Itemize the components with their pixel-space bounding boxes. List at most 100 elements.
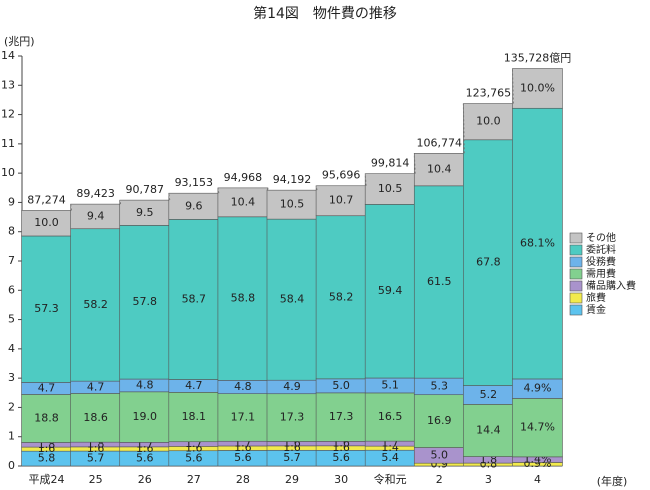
data-label: 5.2 xyxy=(480,388,498,401)
data-label: 59.4 xyxy=(378,284,403,297)
data-label: 10.5 xyxy=(378,182,403,195)
legend-swatch xyxy=(569,280,583,292)
bar-segment xyxy=(70,203,121,230)
y-tick-label: 1 xyxy=(8,430,15,443)
data-label: 5.7 xyxy=(87,452,105,465)
data-label: 18.1 xyxy=(182,410,207,423)
bar-segment xyxy=(463,139,514,386)
x-tick-label: 26 xyxy=(138,473,152,486)
connector xyxy=(217,187,220,194)
data-label: 58.7 xyxy=(182,292,207,305)
x-tick-label: 28 xyxy=(236,473,250,486)
data-label: 4.8 xyxy=(136,378,154,391)
bar-segment xyxy=(70,228,121,382)
legend-swatch xyxy=(569,268,583,280)
legend-label: 備品購入費 xyxy=(586,279,636,292)
data-label: 18.8 xyxy=(34,411,59,424)
y-tick-label: 8 xyxy=(8,225,15,238)
bar-segment xyxy=(266,393,318,442)
data-label: 18.6 xyxy=(83,411,108,424)
data-label: 67.8 xyxy=(476,256,501,269)
total-label: 106,774 xyxy=(417,136,463,149)
bar-segment xyxy=(364,204,416,379)
bar-segment xyxy=(119,391,171,443)
data-label: 58.2 xyxy=(83,298,108,311)
data-label: 17.1 xyxy=(231,410,256,423)
y-tick-label: 12 xyxy=(1,108,15,121)
connector xyxy=(315,185,318,191)
data-label: 5.8 xyxy=(38,452,56,465)
data-label: 10.0 xyxy=(34,216,59,229)
bar-segment xyxy=(168,392,220,443)
data-label: 10.0% xyxy=(520,81,555,94)
bar-segment xyxy=(21,394,72,443)
data-label: 5.0 xyxy=(332,379,350,392)
data-label: 57.3 xyxy=(34,302,59,315)
y-tick-label: 2 xyxy=(8,400,15,413)
bar-segment xyxy=(512,107,563,380)
data-label: 17.3 xyxy=(329,410,354,423)
total-label: 94,968 xyxy=(224,171,263,184)
x-tick-label: 27 xyxy=(187,473,201,486)
total-label: 94,192 xyxy=(273,173,312,186)
data-label: 19.0 xyxy=(132,410,157,423)
total-label: 123,765 xyxy=(466,87,512,100)
bar-segment xyxy=(315,215,367,380)
legend-swatch xyxy=(569,292,583,304)
y-tick-label: 7 xyxy=(8,254,15,267)
data-label: 58.2 xyxy=(329,290,354,303)
bar-segment xyxy=(266,218,318,381)
data-label: 10.7 xyxy=(329,194,354,207)
x-tick-label: 29 xyxy=(285,473,299,486)
connector xyxy=(462,103,465,154)
total-label: 90,787 xyxy=(125,183,164,196)
legend-label: 役務費 xyxy=(586,255,616,268)
y-tick-label: 5 xyxy=(8,313,15,326)
data-label: 10.5 xyxy=(280,198,305,211)
data-label: 68.1% xyxy=(520,237,555,250)
x-tick-label: 4 xyxy=(534,473,541,486)
bar-segment xyxy=(168,192,220,220)
x-tick-label: 平成24 xyxy=(29,473,65,486)
legend-swatch xyxy=(569,232,583,244)
data-label: 9.4 xyxy=(87,209,105,222)
data-label: 5.0 xyxy=(431,448,449,461)
y-tick-label: 13 xyxy=(1,78,15,91)
bar-segment xyxy=(413,153,465,187)
data-label: 5.6 xyxy=(332,451,350,464)
data-label: 4.7 xyxy=(38,381,56,394)
legend-label: 需用費 xyxy=(586,267,616,280)
bar-segment xyxy=(21,235,72,383)
bar-segment xyxy=(512,68,563,109)
data-label: 61.5 xyxy=(427,275,452,288)
legend-swatch xyxy=(569,304,583,316)
legend-swatch xyxy=(569,244,583,256)
y-tick-label: 11 xyxy=(1,137,15,150)
bar-segment xyxy=(21,210,72,237)
y-tick-label: 9 xyxy=(8,195,15,208)
data-label: 16.5 xyxy=(378,410,403,423)
connector xyxy=(70,204,73,211)
legend-label: 旅費 xyxy=(586,291,606,304)
bar-segment xyxy=(364,173,416,205)
data-label: 5.6 xyxy=(185,451,203,464)
data-label: 5.1 xyxy=(381,378,399,391)
legend-label: 委託料 xyxy=(586,243,616,256)
connector xyxy=(168,193,171,201)
y-tick-label: 10 xyxy=(1,166,15,179)
legend-swatch xyxy=(569,256,583,268)
bar-segment xyxy=(168,219,220,380)
y-tick-label: 0 xyxy=(8,459,15,472)
bar-segment xyxy=(315,185,367,217)
data-label: 9.5 xyxy=(136,206,154,219)
data-label: 10.0 xyxy=(476,115,501,128)
data-label: 5.6 xyxy=(234,451,252,464)
data-label: 4.9% xyxy=(523,382,551,395)
x-axis-label: (年度) xyxy=(597,474,628,488)
total-label: 87,274 xyxy=(27,193,66,206)
data-label: 5.3 xyxy=(431,379,449,392)
bar-segment xyxy=(217,393,269,442)
x-tick-label: 令和元 xyxy=(374,472,407,486)
total-label: 89,423 xyxy=(76,187,115,200)
